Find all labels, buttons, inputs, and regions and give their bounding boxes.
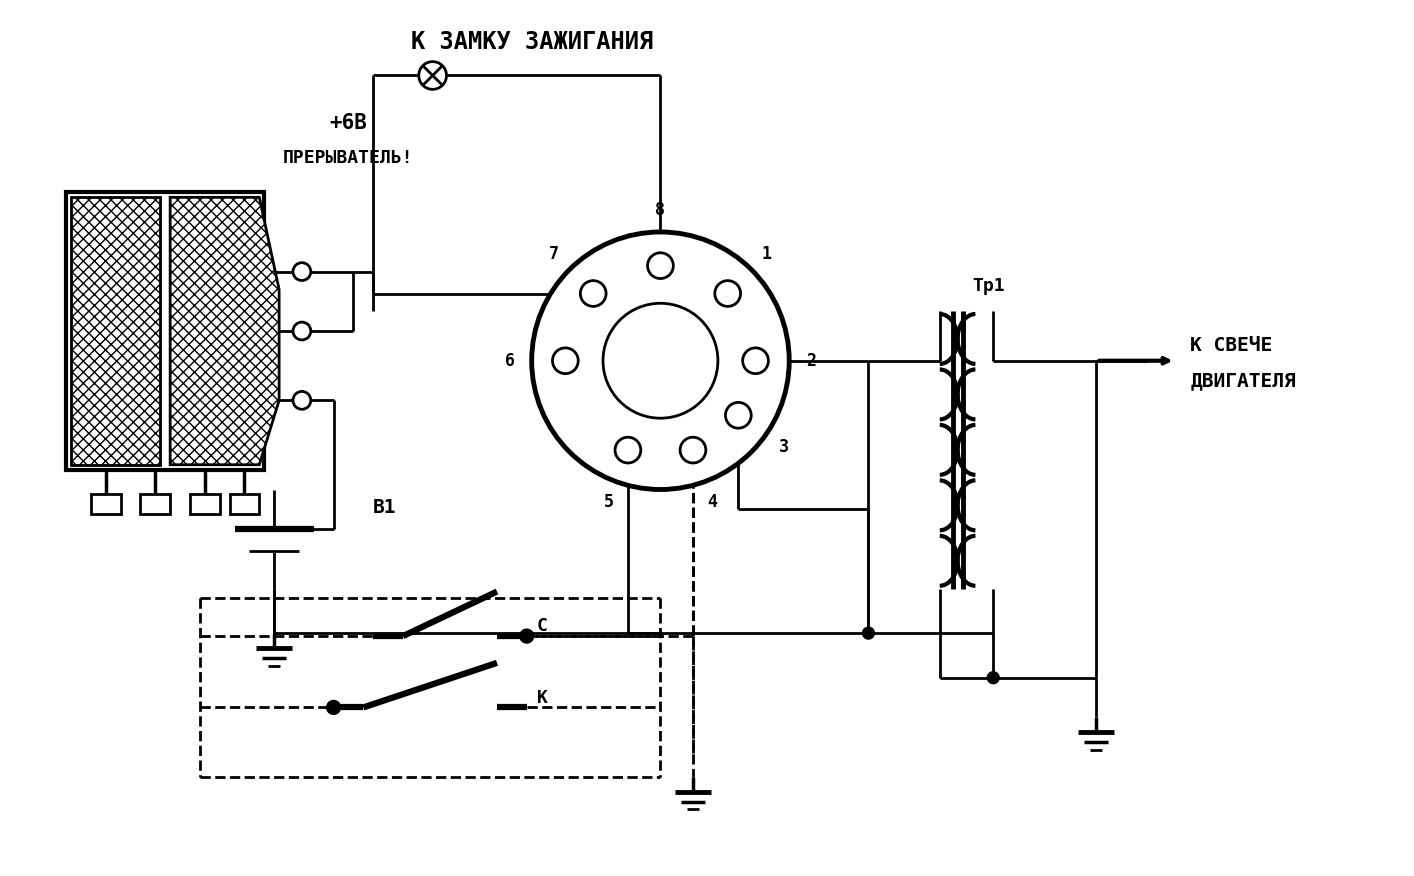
Circle shape [532, 232, 789, 490]
Text: ДВИГАТЕЛЯ: ДВИГАТЕЛЯ [1191, 371, 1297, 390]
Circle shape [987, 672, 1000, 683]
Text: С: С [537, 618, 547, 635]
Circle shape [580, 280, 607, 307]
Text: +6В: +6В [329, 113, 368, 133]
Bar [71, 197, 160, 465]
Circle shape [715, 280, 741, 307]
Circle shape [293, 392, 311, 409]
Circle shape [327, 701, 341, 714]
Text: 3: 3 [779, 438, 789, 456]
Text: К СВЕЧЕ: К СВЕЧЕ [1191, 336, 1273, 356]
Text: Тр1: Тр1 [973, 278, 1005, 295]
Circle shape [293, 322, 311, 340]
Circle shape [725, 402, 751, 428]
Text: 2: 2 [806, 352, 816, 370]
Circle shape [293, 263, 311, 280]
Circle shape [520, 629, 533, 643]
Bar [90, 494, 120, 514]
Circle shape [553, 348, 578, 374]
Polygon shape [170, 197, 279, 465]
Bar [189, 494, 219, 514]
Bar [140, 494, 170, 514]
Text: ПРЕРЫВАТЕЛЬ!: ПРЕРЫВАТЕЛЬ! [283, 149, 414, 166]
Text: К: К [537, 689, 547, 707]
Text: К ЗАМКУ ЗАЖИГАНИЯ: К ЗАМКУ ЗАЖИГАНИЯ [410, 30, 653, 53]
Text: 4: 4 [707, 493, 717, 512]
Text: 7: 7 [549, 245, 559, 264]
Circle shape [602, 303, 718, 418]
Text: 5: 5 [604, 493, 614, 512]
Circle shape [648, 253, 673, 279]
Text: 6: 6 [505, 352, 515, 370]
Bar [66, 193, 264, 470]
Circle shape [615, 437, 641, 463]
Bar [229, 494, 259, 514]
Circle shape [742, 348, 768, 374]
Text: 1: 1 [762, 245, 772, 264]
Text: 8: 8 [656, 201, 666, 219]
Circle shape [419, 61, 447, 89]
Circle shape [680, 437, 706, 463]
Circle shape [863, 627, 874, 639]
Text: В1: В1 [373, 498, 397, 517]
